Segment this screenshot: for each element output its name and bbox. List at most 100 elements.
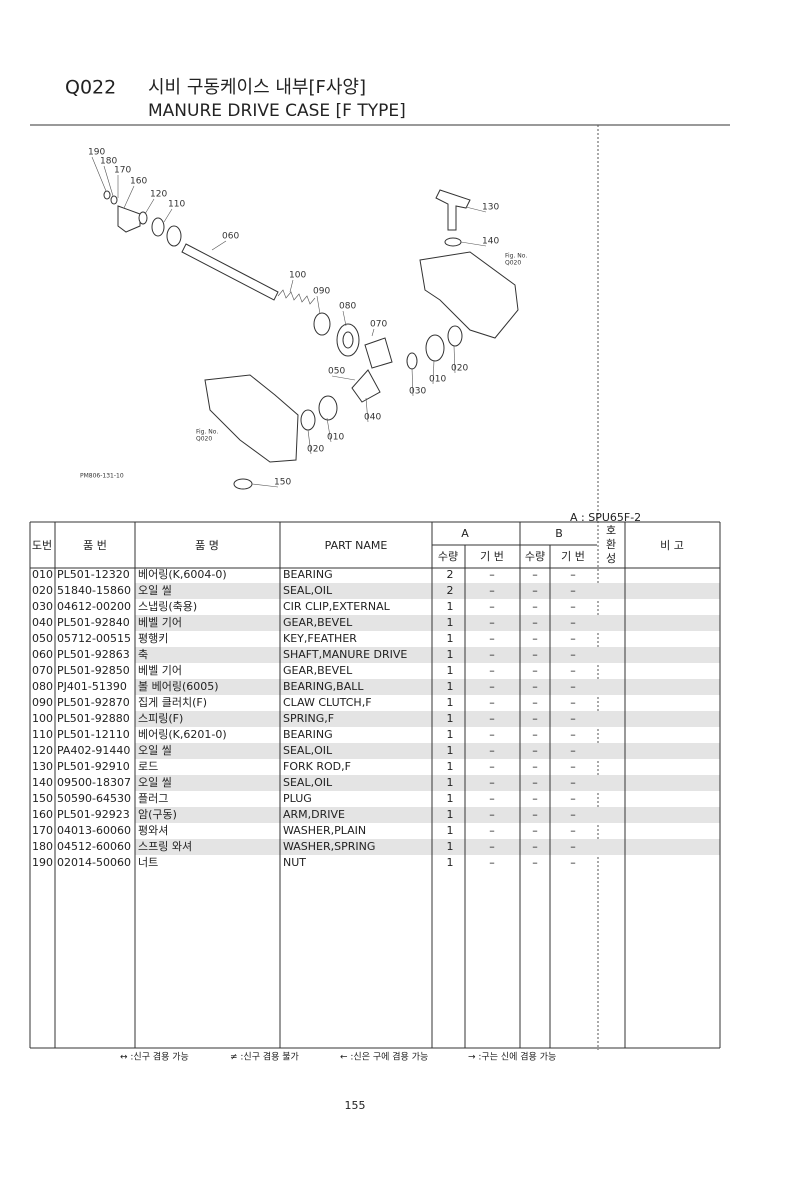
leader-line xyxy=(316,295,321,315)
table-cell: – xyxy=(570,632,576,645)
leader-line xyxy=(251,483,279,488)
drawing-number: PM806-131-10 xyxy=(80,473,124,480)
table-cell: BEARING xyxy=(283,728,333,741)
leader-line xyxy=(411,367,414,397)
table-cell: 070 xyxy=(32,664,53,677)
table-cell: PLUG xyxy=(283,792,312,805)
clip xyxy=(406,352,418,370)
row-shading xyxy=(135,583,720,855)
table-cell: 040 xyxy=(32,616,53,629)
table-cell: 1 xyxy=(447,632,454,645)
table-cell: 02014-50060 xyxy=(57,856,131,869)
leader-line xyxy=(144,198,155,215)
part-callout: 020 xyxy=(451,364,468,374)
table-cell: 160 xyxy=(32,808,53,821)
part-callout: 030 xyxy=(409,387,426,397)
table-cell: – xyxy=(489,648,495,661)
table-cell: KEY,FEATHER xyxy=(283,632,357,645)
parts-table: 도번 품 번 품 명 PART NAME A B 호 환 성 비 고 수량 기 … xyxy=(29,521,721,1049)
table-cell: – xyxy=(570,744,576,757)
table-cell: – xyxy=(532,776,538,789)
title-en: MANURE DRIVE CASE [F TYPE] xyxy=(148,101,406,121)
table-cell: – xyxy=(532,600,538,613)
row-shade xyxy=(135,679,720,695)
table-cell: – xyxy=(489,760,495,773)
table-cell: 180 xyxy=(32,840,53,853)
table-cell: 1 xyxy=(447,696,454,709)
table-cell: – xyxy=(532,616,538,629)
table-cell: – xyxy=(570,792,576,805)
col-header: 성 xyxy=(606,552,616,565)
table-cell: – xyxy=(532,792,538,805)
table-cell: 베어링(K,6004-0) xyxy=(138,568,227,581)
column-rules xyxy=(29,522,721,1048)
table-cell: 100 xyxy=(32,712,53,725)
table-cell: – xyxy=(532,568,538,581)
table-cell: 너트 xyxy=(138,856,158,869)
table-cell: 2 xyxy=(447,584,454,597)
table-cell: 020 xyxy=(32,584,53,597)
table-cell: 1 xyxy=(447,712,454,725)
row-shade xyxy=(135,839,720,855)
table-cell: 스냅링(축용) xyxy=(138,600,197,613)
part-callout: 160 xyxy=(130,177,147,187)
row-shade xyxy=(135,615,720,631)
table-cell: – xyxy=(532,680,538,693)
table-cell: SEAL,OIL xyxy=(283,744,333,757)
table-cell: 05712-00515 xyxy=(57,632,131,645)
table-cell: 1 xyxy=(447,616,454,629)
legend-item: ≠ :신구 겸용 불가 xyxy=(230,1051,299,1063)
row-shade xyxy=(135,583,720,599)
table-cell: – xyxy=(570,664,576,677)
leader-line xyxy=(103,165,114,197)
leader-line xyxy=(342,310,347,327)
leader-line xyxy=(307,429,312,455)
seal xyxy=(447,325,463,347)
table-cell: 스피링(F) xyxy=(138,712,183,725)
table-cell: 1 xyxy=(447,760,454,773)
fig-reference: Fig. No. xyxy=(196,429,218,436)
seal xyxy=(138,211,148,225)
clutch xyxy=(313,312,331,336)
table-cell: GEAR,BEVEL xyxy=(283,664,353,677)
table-cell: – xyxy=(570,728,576,741)
housing xyxy=(204,374,299,463)
table-cell: FORK ROD,F xyxy=(283,760,351,773)
table-cell: – xyxy=(570,776,576,789)
table-cell: – xyxy=(532,712,538,725)
table-cell: – xyxy=(570,840,576,853)
table-cell: 오일 씰 xyxy=(138,583,172,597)
legend: ↔ :신구 겸용 가능 ≠ :신구 겸용 불가 ← :신은 구에 겸용 가능 → :구… xyxy=(120,1051,556,1063)
table-cell: – xyxy=(532,632,538,645)
table-cell: CIR CLIP,EXTERNAL xyxy=(283,600,391,613)
table-cell: 1 xyxy=(447,744,454,757)
table-cell: CLAW CLUTCH,F xyxy=(283,696,372,709)
table-cell: 베어링(K,6201-0) xyxy=(138,728,227,741)
table-cell: – xyxy=(489,712,495,725)
table-cell: – xyxy=(489,680,495,693)
fig-reference: Q020 xyxy=(505,260,521,267)
table-cell: NUT xyxy=(283,856,306,869)
bearing xyxy=(425,334,445,362)
part-callout: 180 xyxy=(100,157,117,167)
part-callout: 100 xyxy=(289,271,306,281)
part-callout: 110 xyxy=(168,200,185,210)
table-cell: 140 xyxy=(32,776,53,789)
table-cell: 축 xyxy=(138,648,148,661)
table-cell: – xyxy=(532,824,538,837)
col-subheader: 수량 xyxy=(525,550,545,563)
table-cell: – xyxy=(570,568,576,581)
table-cell: 1 xyxy=(447,664,454,677)
table-cell: – xyxy=(532,840,538,853)
part-callout: 190 xyxy=(88,148,105,158)
table-cell: – xyxy=(570,600,576,613)
table-cell: PL501-92923 xyxy=(57,808,130,821)
table-cell: 플러그 xyxy=(138,792,168,805)
table-cell: – xyxy=(570,696,576,709)
table-cell: 060 xyxy=(32,648,53,661)
table-cell: – xyxy=(532,584,538,597)
seal xyxy=(151,217,165,237)
row-shade xyxy=(135,743,720,759)
table-cell: 04013-60060 xyxy=(57,824,131,837)
table-cell: – xyxy=(570,648,576,661)
